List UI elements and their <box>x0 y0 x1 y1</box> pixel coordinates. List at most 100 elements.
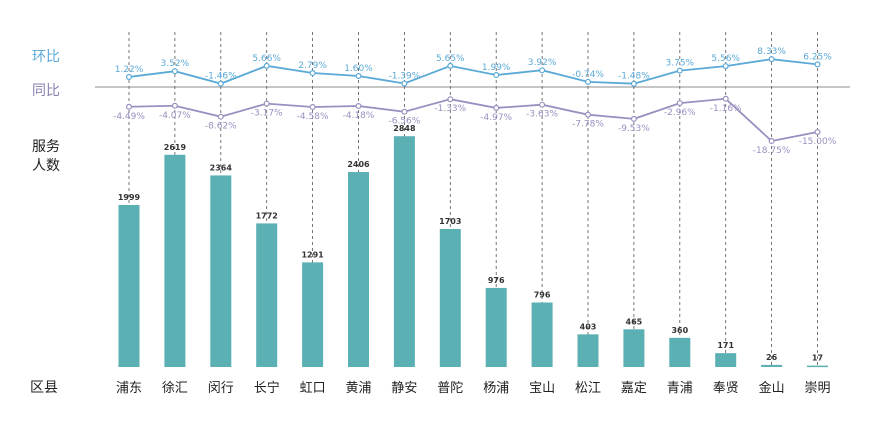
bar <box>256 223 278 367</box>
mom-value-label: 1.60% <box>344 64 373 74</box>
service-label-line2: 人数 <box>32 158 60 174</box>
bar-layer: 1999 2619 2364 1772 1291 2406 2848 1703 976 796 40… <box>118 124 828 368</box>
yoy-point <box>355 103 362 110</box>
mom-value-label: 3.92% <box>528 58 557 68</box>
mom-point <box>584 78 591 85</box>
mom-value-label: 5.66% <box>252 54 281 64</box>
bar <box>761 364 783 367</box>
x-tick-labels: 浦东 徐汇 闵行 长宁 虹口 黄浦 静安 普陀 杨浦 宝山 松江 嘉定 青浦 奉贤 金山 崇明 <box>116 380 831 396</box>
x-tick-label: 奉贤 <box>713 381 739 396</box>
yoy-value-label: -7.78% <box>572 120 604 130</box>
yoy-value-label: -3.63% <box>526 110 558 120</box>
yoy-value-label: -6.56% <box>388 117 420 127</box>
mom-value-label: -1.46% <box>205 72 237 82</box>
bar-value-label: 2619 <box>164 143 187 152</box>
yoy-value-label: -15.00% <box>799 137 837 147</box>
bar <box>623 329 645 367</box>
mom-point <box>630 80 637 87</box>
bar-value-label: 2364 <box>210 163 233 172</box>
yoy-value-label: -3.17% <box>251 109 283 119</box>
mom-value-label: -1.39% <box>388 71 420 81</box>
mom-value-label: 1.99% <box>482 63 511 73</box>
yoy-value-label: -4.07% <box>159 111 191 121</box>
yoy-point <box>814 129 821 136</box>
yoy-value-label: -1.33% <box>434 104 466 114</box>
bar-value-label: 1291 <box>301 250 324 259</box>
bar-value-label: 403 <box>580 322 597 331</box>
x-tick-label: 崇明 <box>804 381 830 396</box>
yoy-point <box>630 115 637 122</box>
x-tick-label: 金山 <box>759 380 785 396</box>
mom-point <box>125 73 132 80</box>
yoy-value-label: -18.75% <box>753 146 791 156</box>
x-tick-label: 杨浦 <box>483 381 509 396</box>
mom-point <box>447 62 454 69</box>
mom-value-label: -0.74% <box>572 70 604 80</box>
yoy-point <box>309 103 316 110</box>
bar-value-label: 465 <box>626 317 643 326</box>
yoy-point <box>768 138 775 145</box>
x-tick-label: 徐汇 <box>162 381 188 396</box>
mom-value-label: 3.75% <box>666 59 695 69</box>
yoy-point <box>401 108 408 115</box>
yoy-value-label: -4.18% <box>343 111 375 121</box>
mom-value-label: 8.33% <box>757 47 786 57</box>
service-label-line1: 服务 <box>32 139 60 155</box>
x-tick-label: 普陀 <box>437 380 463 396</box>
bar <box>485 287 507 367</box>
bar-value-label: 2848 <box>393 124 416 133</box>
mom-point <box>401 80 408 87</box>
bar <box>164 154 186 367</box>
yoy-value-label: -4.49% <box>113 112 145 122</box>
bar-value-label: 360 <box>671 326 688 335</box>
bar <box>807 365 828 368</box>
yoy-line-layer: -4.49% -4.07% -8.62% -3.17% -4.58% -4.18% -6.5… <box>113 95 837 156</box>
x-tick-label: 黄浦 <box>345 381 371 396</box>
mom-line <box>128 58 818 85</box>
yoy-value-label: -8.62% <box>205 122 237 132</box>
yoy-point <box>539 101 546 108</box>
district-axis-label: 区县 <box>30 380 58 396</box>
bar <box>210 175 232 367</box>
bar-value-label: 1772 <box>256 211 278 220</box>
mom-point <box>263 62 270 69</box>
mom-point <box>171 68 178 75</box>
bar-value-label: 796 <box>534 290 551 299</box>
bar <box>715 353 737 367</box>
mom-row-label: 环比 <box>32 49 60 65</box>
x-tick-label: 宝山 <box>529 381 555 396</box>
x-tick-label: 松江 <box>575 381 601 396</box>
yoy-line <box>128 97 818 142</box>
bar <box>393 136 415 367</box>
bar <box>302 262 324 367</box>
x-tick-label: 闵行 <box>208 381 234 396</box>
mom-value-label: 6.25% <box>803 52 832 62</box>
mom-value-label: -1.48% <box>618 72 650 82</box>
mom-value-label: 2.79% <box>298 61 327 71</box>
yoy-value-label: -2.96% <box>664 108 696 118</box>
mom-point <box>309 70 316 77</box>
mom-value-label: 3.52% <box>161 59 190 69</box>
mom-point <box>676 67 683 74</box>
bar-value-label: 1999 <box>118 193 141 202</box>
mom-line-layer: 1.22% 3.52% -1.46% 5.66% 2.79% 1.60% -1.39% 5.6… <box>115 47 832 87</box>
yoy-point <box>447 96 454 103</box>
x-tick-label: 静安 <box>391 381 417 396</box>
mom-point <box>217 80 224 87</box>
mom-point <box>814 61 821 68</box>
bar-value-label: 17 <box>812 354 823 363</box>
bar-value-label: 26 <box>766 353 778 362</box>
mom-point <box>768 56 775 63</box>
x-tick-label: 青浦 <box>667 381 693 396</box>
yoy-point <box>125 103 132 110</box>
bar <box>439 228 461 367</box>
mom-point <box>722 63 729 70</box>
bar <box>669 337 691 367</box>
mom-value-label: 1.22% <box>115 65 144 75</box>
bar-value-label: 1703 <box>439 217 461 226</box>
mom-point <box>493 72 500 79</box>
yoy-point <box>676 100 683 107</box>
bar <box>531 302 553 367</box>
bar-value-label: 171 <box>717 341 734 350</box>
